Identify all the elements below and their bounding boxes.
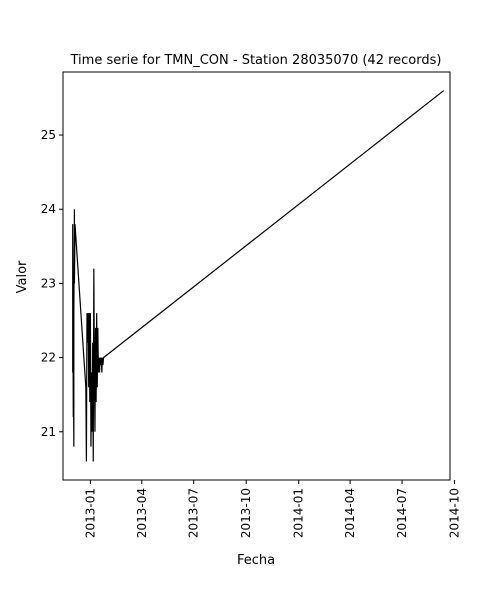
x-tick-label: 2013-01: [83, 488, 97, 538]
chart-title: Time serie for TMN_CON - Station 2803507…: [70, 53, 442, 68]
x-tick-label: 2013-04: [135, 488, 149, 538]
x-tick-label: 2014-01: [292, 488, 306, 538]
y-tick-label: 24: [41, 202, 56, 216]
plot-frame: [62, 71, 451, 481]
x-axis-label: Fecha: [237, 553, 275, 568]
y-tick-label: 25: [41, 128, 56, 142]
y-axis-label: Valor: [15, 260, 30, 293]
x-tick-label: 2013-10: [239, 488, 253, 538]
x-tick-label: 2014-04: [343, 488, 357, 538]
x-tick-label: 2013-07: [187, 488, 201, 538]
y-tick-label: 21: [41, 425, 56, 439]
x-tick-label: 2014-07: [395, 488, 409, 538]
x-tick-label: 2014-10: [448, 488, 462, 538]
y-tick-label: 23: [41, 276, 56, 290]
y-tick-label: 22: [41, 351, 56, 365]
plot-area: 2013-01 2013-04 2013-07 2013-10 2014-01 2014-…: [41, 71, 462, 538]
series-line-0: [72, 90, 445, 462]
